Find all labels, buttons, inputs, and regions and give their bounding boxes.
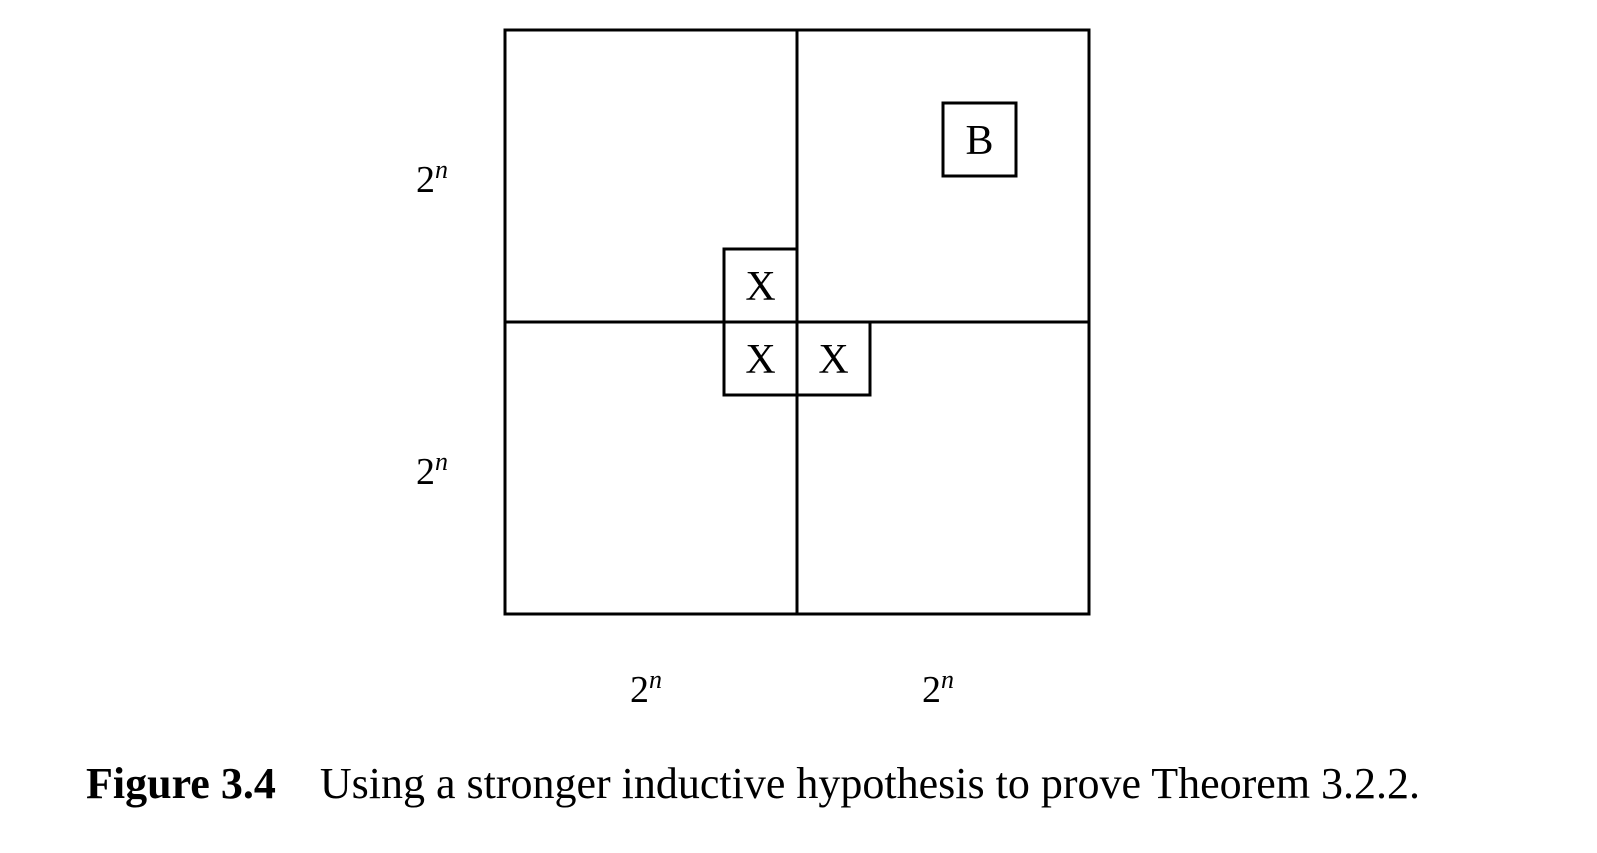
defective-cell — [941, 101, 1018, 178]
caption-text: Using a stronger inductive hypothesis to… — [319, 759, 1421, 808]
figure-caption: Figure 3.4 Using a stronger inductive hyp… — [86, 758, 1420, 811]
dimension-label-bottom-left: 2n — [630, 665, 662, 711]
defective-cell-label: B — [965, 118, 993, 164]
caption-label: Figure 3.4 — [86, 759, 276, 808]
tromino-cell-label: X — [818, 337, 848, 383]
tromino-cell-bottom-right — [795, 320, 872, 397]
dimension-label-left-top: 2n — [416, 155, 448, 201]
tromino-cell-label: X — [745, 264, 775, 310]
dimension-label-bottom-right: 2n — [922, 665, 954, 711]
dimension-label-left-bottom: 2n — [416, 447, 448, 493]
tromino-cell-label: X — [745, 337, 775, 383]
